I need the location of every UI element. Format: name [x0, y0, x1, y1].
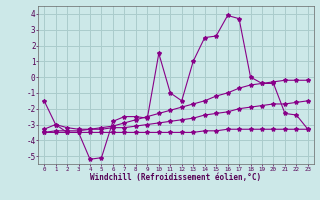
X-axis label: Windchill (Refroidissement éolien,°C): Windchill (Refroidissement éolien,°C)	[91, 173, 261, 182]
